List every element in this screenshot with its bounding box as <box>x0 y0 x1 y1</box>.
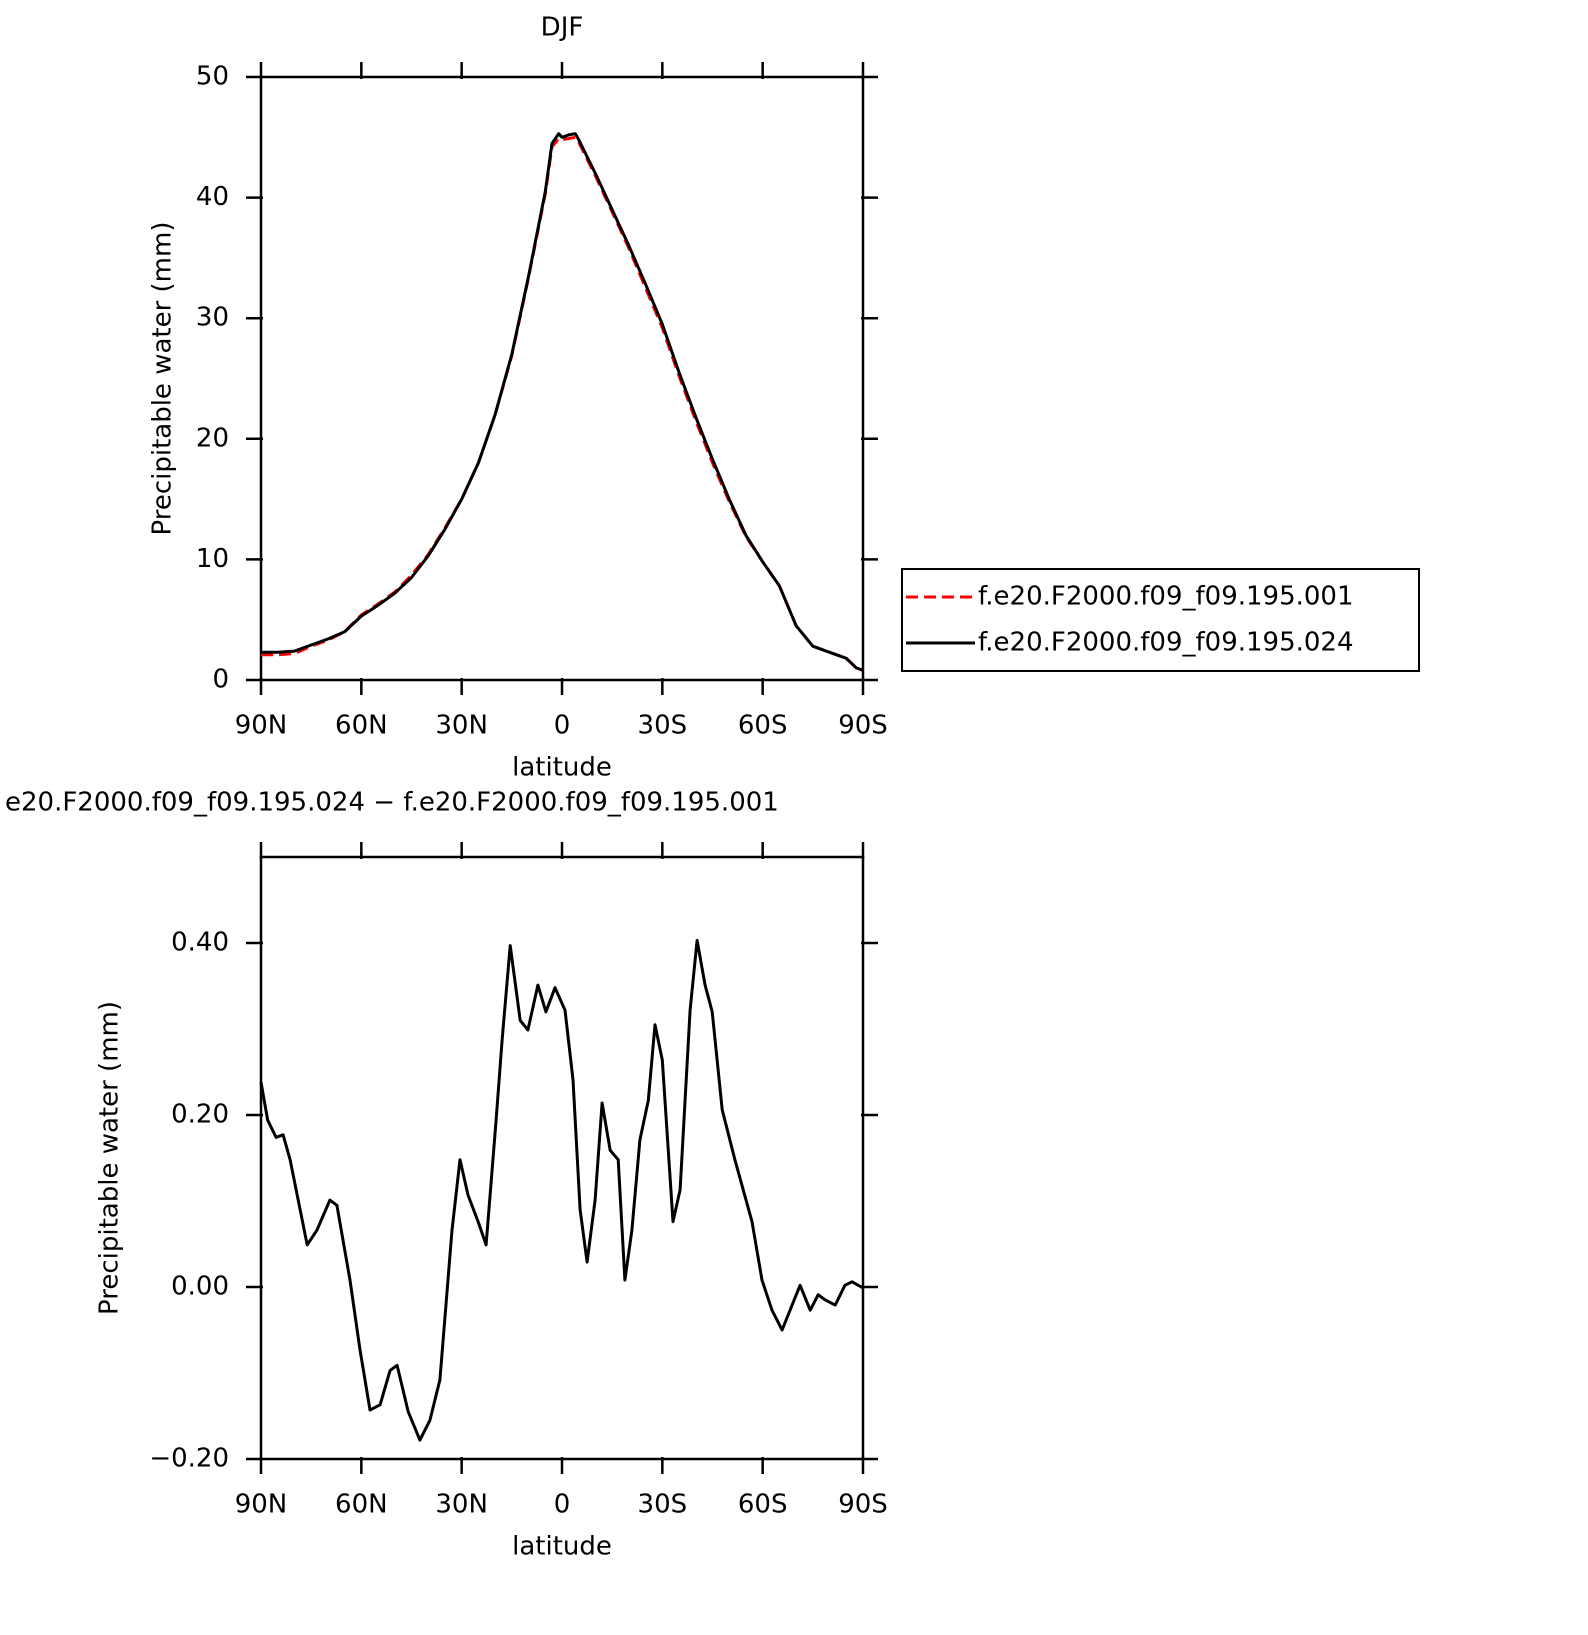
x-tick-label: 30S <box>638 1490 688 1520</box>
x-tick-label: 30N <box>435 711 488 741</box>
x-tick-label: 60S <box>738 711 788 741</box>
x-tick-label: 90S <box>838 1490 888 1520</box>
x-tick-label: 0 <box>554 1490 571 1520</box>
y-tick-label: 50 <box>196 62 229 92</box>
x-tick-label: 60S <box>738 1490 788 1520</box>
chart-title: e20.F2000.f09_f09.195.024 − f.e20.F2000.… <box>5 788 779 818</box>
y-tick-label: 40 <box>196 182 229 212</box>
y-tick-label: −0.20 <box>149 1444 229 1474</box>
x-tick-label: 90N <box>235 711 288 741</box>
x-tick-label: 60N <box>335 711 388 741</box>
data-line <box>261 135 864 672</box>
y-tick-label: 0.40 <box>171 928 229 958</box>
x-tick-label: 60N <box>335 1490 388 1520</box>
y-tick-label: 20 <box>196 423 229 453</box>
y-axis-label: Precipitable water (mm) <box>148 222 178 536</box>
plot-frame <box>259 75 865 682</box>
x-axis-label: latitude <box>512 753 612 783</box>
y-tick-label: 30 <box>196 303 229 333</box>
legend-box <box>901 568 1420 672</box>
x-tick-label: 90N <box>235 1490 288 1520</box>
legend-label: f.e20.F2000.f09_f09.195.024 <box>978 628 1354 658</box>
data-line <box>259 938 864 1442</box>
x-tick-label: 0 <box>554 711 571 741</box>
x-axis-label: latitude <box>512 1532 612 1562</box>
legend-label: f.e20.F2000.f09_f09.195.001 <box>978 582 1354 612</box>
x-tick-label: 30N <box>435 1490 488 1520</box>
y-tick-label: 10 <box>196 544 229 574</box>
y-axis-label: Precipitable water (mm) <box>95 1001 125 1315</box>
plot-frame <box>259 855 865 1461</box>
data-line <box>261 132 864 672</box>
x-tick-label: 30S <box>638 711 688 741</box>
y-tick-label: 0.00 <box>171 1272 229 1302</box>
chart-title: DJF <box>541 13 584 43</box>
y-tick-label: 0.20 <box>171 1100 229 1130</box>
x-tick-label: 90S <box>838 711 888 741</box>
y-tick-label: 0 <box>212 665 229 695</box>
